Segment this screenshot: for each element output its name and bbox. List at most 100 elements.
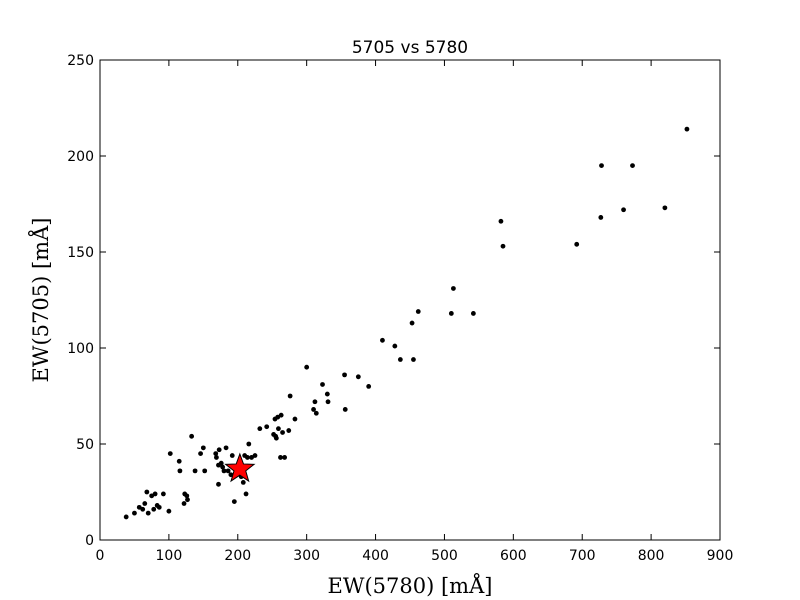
scatter-point — [630, 163, 635, 169]
axes: 0 100 200 300 400 500 600 700 800 900 0 50 100 150 200… — [67, 53, 733, 564]
scatter-point — [144, 489, 150, 495]
scatter-point — [140, 506, 146, 512]
scatter-point — [200, 445, 206, 451]
scatter-point — [574, 241, 580, 247]
scatter-point — [282, 455, 288, 460]
scatter-point — [220, 464, 226, 470]
scatter-point — [231, 499, 237, 504]
y-tick-label: 150 — [67, 245, 94, 261]
scatter-point — [286, 428, 292, 433]
scatter-point — [380, 337, 385, 343]
scatter-point — [451, 286, 456, 291]
scatter-point — [324, 391, 330, 397]
scatter-point — [229, 453, 235, 458]
x-tick-label: 0 — [96, 548, 105, 564]
scatter-point — [599, 163, 604, 169]
scatter-point — [392, 343, 398, 349]
scatter-point — [287, 393, 293, 399]
scatter-point — [181, 501, 187, 506]
scatter-point — [151, 506, 157, 512]
scatter-point — [304, 364, 310, 370]
x-tick-label: 200 — [224, 548, 251, 564]
scatter-point — [278, 412, 284, 418]
scatter-point — [156, 504, 162, 510]
scatter-point — [213, 451, 219, 456]
scatter-point — [257, 426, 263, 432]
scatter-point — [243, 491, 249, 497]
scatter-point — [292, 416, 298, 422]
x-tick-label: 700 — [569, 548, 596, 564]
scatter-point — [218, 460, 224, 466]
y-tick-label: 100 — [67, 341, 94, 357]
scatter-point — [366, 384, 372, 389]
scatter-point — [662, 205, 668, 211]
scatter-point — [167, 451, 173, 456]
scatter-point — [278, 455, 283, 460]
scatter-point — [325, 399, 331, 405]
scatter-point — [280, 430, 285, 435]
chart-title: 5705 vs 5780 — [352, 38, 468, 58]
scatter-point — [276, 426, 281, 432]
scatter-point — [312, 399, 318, 405]
scatter-point — [342, 407, 348, 412]
scatter-point — [123, 514, 129, 520]
scatter-point — [342, 372, 347, 378]
y-tick-label: 50 — [76, 437, 94, 453]
scatter-point — [621, 207, 626, 213]
x-tick-label: 100 — [156, 548, 183, 564]
plot-frame — [99, 59, 721, 541]
x-tick-label: 500 — [431, 548, 458, 564]
scatter-point — [189, 433, 195, 439]
x-tick-label: 900 — [707, 548, 734, 564]
x-tick-label: 400 — [362, 548, 389, 564]
scatter-point — [448, 311, 454, 316]
scatter-point — [192, 468, 198, 474]
scatter-point — [216, 447, 222, 453]
scatter-point — [245, 455, 250, 460]
y-axis-label: EW(5705) [mÅ] — [28, 218, 53, 383]
scatter-point — [216, 481, 221, 487]
scatter-point — [185, 497, 190, 503]
x-tick-label: 300 — [293, 548, 320, 564]
scatter-point — [246, 441, 252, 447]
scatter-point — [166, 508, 172, 514]
x-axis-label: EW(5780) [mÅ] — [328, 573, 493, 598]
scatter-point — [273, 435, 279, 441]
scatter-point — [198, 451, 203, 456]
scatter-point — [240, 480, 246, 485]
scatter-point — [221, 468, 227, 474]
scatter-point — [397, 357, 403, 362]
y-tick-label: 0 — [85, 533, 94, 549]
x-tick-label: 600 — [500, 548, 527, 564]
scatter-point — [225, 468, 231, 474]
y-tick-label: 200 — [67, 149, 94, 165]
scatter-point — [355, 374, 361, 380]
scatter-point — [264, 424, 270, 430]
scatter-point — [498, 218, 504, 224]
scatter-point — [184, 493, 190, 499]
scatter-point — [415, 309, 421, 314]
scatter-point — [214, 455, 219, 460]
scatter-point — [176, 458, 182, 464]
data-points — [123, 126, 690, 520]
scatter-point — [145, 510, 151, 516]
scatter-point — [411, 357, 416, 362]
scatter-point — [223, 445, 229, 451]
scatter-point — [409, 320, 415, 326]
scatter-point — [202, 468, 208, 474]
scatter-point — [160, 491, 166, 497]
x-tick-label: 800 — [638, 548, 665, 564]
scatter-point — [132, 510, 137, 516]
scatter-point — [470, 311, 476, 316]
scatter-point — [177, 468, 183, 474]
highlight-star-point — [224, 452, 256, 483]
scatter-point — [152, 491, 158, 497]
y-tick-label: 250 — [67, 53, 94, 69]
scatter-point — [320, 382, 325, 387]
scatter-point — [500, 243, 506, 249]
scatter-point — [311, 407, 316, 412]
scatter-point — [684, 126, 690, 132]
scatter-point — [598, 215, 604, 220]
scatter-point — [142, 501, 148, 506]
